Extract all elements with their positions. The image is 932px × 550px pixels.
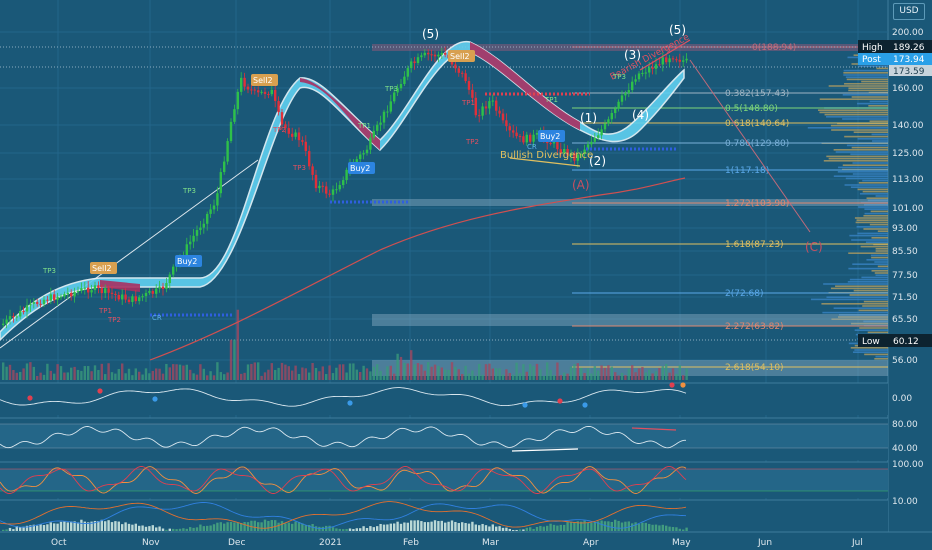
fib-label-1: 1(117.18) xyxy=(725,166,769,176)
trendline xyxy=(0,159,259,349)
time-label-nov: Nov xyxy=(142,538,160,548)
bullish-divergence-line xyxy=(509,157,581,167)
oscillator-1-line xyxy=(0,387,687,407)
tp3-label-2: TP3 xyxy=(182,187,196,195)
osc3-tick-100: 100.00 xyxy=(892,460,924,470)
tp1-label-1: TP1 xyxy=(357,122,371,130)
fib-label-1272: 1.272(103.90) xyxy=(725,199,789,209)
wave-label-C: (C) xyxy=(805,240,823,254)
fib-label-2272: 2.272(63.82) xyxy=(725,322,784,332)
tp3-label-4: TP3 xyxy=(612,73,626,81)
price-tick-200: 200.00 xyxy=(892,28,924,38)
price-tick-125: 125.00 xyxy=(892,149,924,159)
wave-label-4: (4) xyxy=(632,108,649,122)
last-price-value: 173.59 xyxy=(893,67,925,77)
currency-button[interactable]: USD xyxy=(893,3,925,20)
sell-signal-3: Sell2 xyxy=(450,52,470,61)
oscillator-2-line xyxy=(0,425,686,449)
price-tick-715: 71.50 xyxy=(892,293,918,303)
candlesticks xyxy=(2,46,688,329)
tp2-label-bear-1: TP2 xyxy=(107,316,121,324)
sell-signal-2: Sell2 xyxy=(253,76,273,85)
stoch-k-line xyxy=(0,466,687,494)
fib-label-2618: 2.618(54.10) xyxy=(725,363,784,373)
price-tick-160: 160.00 xyxy=(892,84,924,94)
price-tick-56: 56.00 xyxy=(892,356,918,366)
post-value: 173.94 xyxy=(893,55,925,65)
moving-average-line xyxy=(149,177,686,361)
time-label-dec: Dec xyxy=(228,538,245,548)
fib-label-2: 2(72.68) xyxy=(725,289,764,299)
fib-label-0: 0(188.94) xyxy=(752,43,796,53)
fib-zone-2618 xyxy=(372,360,888,376)
high-label: High xyxy=(862,43,883,53)
time-label-apr: Apr xyxy=(583,538,599,548)
wave-label-3: (3) xyxy=(624,48,641,62)
price-tick-775: 77.50 xyxy=(892,271,918,281)
tp1-label-2: TP1 xyxy=(544,96,558,104)
price-axis[interactable] xyxy=(888,0,932,550)
wave-label-2: (2) xyxy=(589,154,606,168)
wave-label-1: (1) xyxy=(580,111,597,125)
stoch-d-line xyxy=(0,466,687,494)
wave-label-5-top: (5) xyxy=(422,27,439,41)
oscillator-pane-1[interactable] xyxy=(0,383,888,415)
osc2-tick-80: 80.00 xyxy=(892,420,918,430)
osc2-tick-40: 40.00 xyxy=(892,444,918,454)
fib-label-1618: 1.618(87.23) xyxy=(725,240,784,250)
fib-label-05: 0.5(148.80) xyxy=(725,104,778,114)
trend-ribbon xyxy=(0,41,685,342)
bullish-divergence-text: Bullish Divergence xyxy=(500,150,593,161)
cr-label-2: CR xyxy=(527,143,537,151)
time-label-oct: Oct xyxy=(51,538,67,548)
price-tick-140: 140.00 xyxy=(892,121,924,131)
cr-label-1: CR xyxy=(152,314,162,322)
buy-signal-2: Buy2 xyxy=(350,164,370,173)
tp2-label-bear-3: TP2 xyxy=(465,138,479,146)
fib-label-0618: 0.618(140.64) xyxy=(725,119,789,129)
time-label-2021: 2021 xyxy=(319,538,342,548)
sell-signal-1: Sell2 xyxy=(92,264,112,273)
low-value: 60.12 xyxy=(893,337,919,347)
wave-c-projection xyxy=(689,59,811,233)
time-label-feb: Feb xyxy=(403,538,419,548)
buy-signal-3: Buy2 xyxy=(540,132,560,141)
wave-label-5-right: (5) xyxy=(669,23,686,37)
tp1-label-bear: TP1 xyxy=(98,307,112,315)
tp3-label-1: TP3 xyxy=(42,267,56,275)
tp1-label-bear-2: TP1 xyxy=(461,99,475,107)
price-tick-93: 93.00 xyxy=(892,224,918,234)
bearish-divergence-line xyxy=(639,39,691,71)
volume-bars xyxy=(2,309,688,380)
price-tick-101: 101.00 xyxy=(892,204,924,214)
high-value: 189.26 xyxy=(893,43,925,53)
tp3-label-bear: TP3 xyxy=(292,164,306,172)
time-label-may: May xyxy=(672,538,691,548)
wave-label-A: (A) xyxy=(572,178,590,192)
tp3-label-3: TP3 xyxy=(384,85,398,93)
fib-label-0382: 0.382(157.43) xyxy=(725,89,789,99)
fib-label-0786: 0.786(129.80) xyxy=(725,139,789,149)
price-tick-655: 65.50 xyxy=(892,315,918,325)
buy-signal-1: Buy2 xyxy=(177,257,197,266)
fib-zone-2272 xyxy=(372,314,888,326)
tp2-label-bear-2: TP2 xyxy=(272,126,286,134)
price-tick-855: 85.50 xyxy=(892,247,918,257)
low-label: Low xyxy=(862,337,880,347)
osc4-tick-10: 10.00 xyxy=(892,497,918,507)
post-label: Post xyxy=(862,55,881,65)
time-label-jun: Jun xyxy=(757,538,772,548)
histogram xyxy=(2,519,688,531)
price-tick-113: 113.00 xyxy=(892,175,924,185)
osc1-tick-0: 0.00 xyxy=(892,394,912,404)
time-label-jul: Jul xyxy=(851,538,863,548)
time-label-mar: Mar xyxy=(482,538,499,548)
